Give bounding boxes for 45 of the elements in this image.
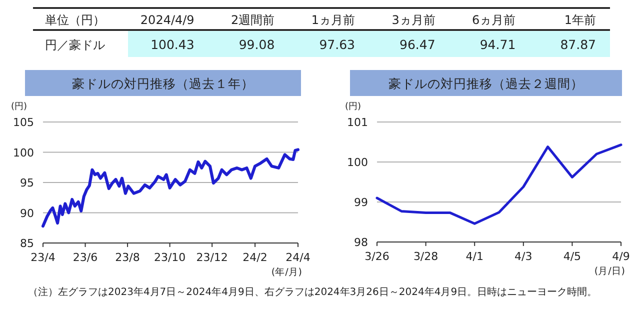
chart-title: 豪ドルの対円推移（過去１年） (72, 76, 254, 91)
category-label: 3ヵ月前 (392, 13, 436, 27)
x-tick-label: 3/26 (364, 250, 390, 263)
y-axis-title: (円) (345, 102, 362, 112)
text: （注）左グラフは2023年4月7日～2024年4月9日、右グラフは2024年3月26日～2024年4月9日。日時はニューヨーク時間。 (28, 286, 598, 298)
line-series (376, 144, 622, 225)
y-tick-label: 90 (20, 206, 34, 220)
data-label: 96.47 (400, 37, 436, 52)
category-label: 6ヵ月前 (472, 13, 516, 27)
data-label: 97.63 (319, 37, 355, 52)
x-tick-label: 23/4 (30, 251, 56, 264)
data-label: 87.87 (560, 37, 596, 52)
x-axis-title: (年/月) (271, 266, 302, 278)
x-tick-label: 23/8 (115, 251, 140, 264)
y-tick-label: 101 (347, 116, 368, 129)
data-label: 100.43 (150, 37, 194, 52)
x-tick-label: 23/10 (154, 251, 186, 264)
y-tick-label: 95 (20, 176, 34, 190)
x-tick-label: 4/5 (563, 250, 582, 263)
category-label: 1ヵ月前 (311, 13, 355, 27)
x-tick-label: 23/12 (196, 251, 228, 264)
x-tick-label: 24/2 (242, 251, 268, 264)
y-tick-label: 105 (13, 116, 34, 129)
x-tick-label: 4/1 (466, 250, 484, 263)
line-series (42, 148, 300, 228)
text: 単位（円） (45, 13, 105, 27)
x-tick-label: 3/28 (413, 250, 438, 263)
x-tick-label: 23/6 (72, 251, 98, 264)
category-label: 円／豪ドル (45, 38, 105, 52)
x-tick-label: 4/3 (514, 250, 532, 263)
data-label: 94.71 (480, 37, 516, 52)
category-label: 1年前 (564, 13, 596, 27)
y-axis-title: (円) (11, 102, 28, 112)
chart-title: 豪ドルの対円推移（過去２週間） (388, 76, 584, 91)
y-tick-label: 100 (347, 156, 368, 169)
x-tick-label: 24/4 (286, 251, 310, 264)
data-label: 99.08 (238, 37, 275, 52)
category-label: 2週間前 (231, 13, 275, 27)
y-tick-label: 100 (13, 146, 34, 160)
category-label: 2024/4/9 (140, 13, 194, 27)
x-tick-label: 4/9 (612, 250, 630, 263)
y-tick-label: 85 (20, 237, 34, 250)
y-tick-label: 99 (354, 196, 368, 209)
x-axis-title: (月/日) (594, 266, 625, 277)
y-tick-label: 98 (354, 236, 368, 249)
